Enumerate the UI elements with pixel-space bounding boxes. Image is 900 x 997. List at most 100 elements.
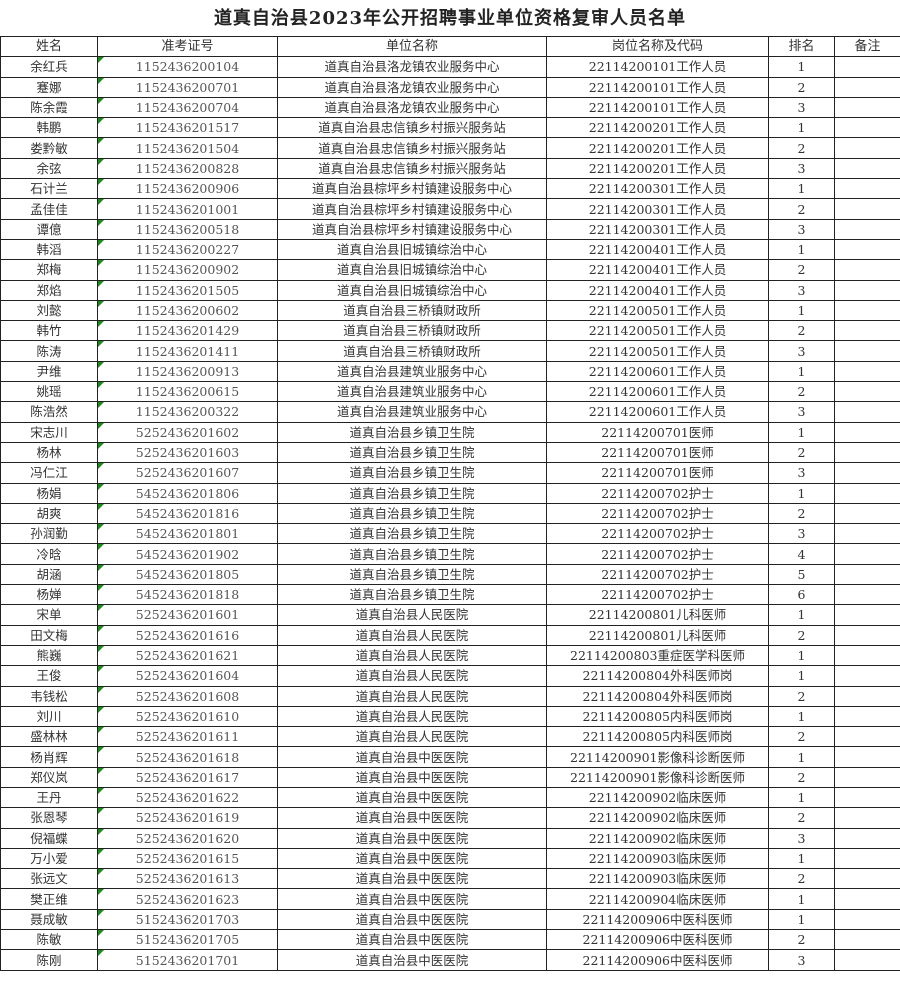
cell-unit: 道真自治县人民医院 [277, 624, 547, 646]
cell-remark [834, 117, 900, 139]
cell-rank: 2 [768, 766, 835, 788]
table-row: 韩鹏 1152436201517 道真自治县忠信镇乡村振兴服务站 2211420020… [0, 117, 900, 139]
cell-name: 杨娟 [0, 482, 98, 504]
cell-position: 22114200701医师 [546, 441, 769, 464]
cell-exam-id: 1152436200913 [97, 360, 278, 383]
cell-exam-id: 1152436200602 [97, 299, 278, 322]
table-row: 刘川 5252436201610 道真自治县人民医院 22114200805内科医师岗… [0, 705, 900, 728]
cell-name: 孙润勤 [0, 523, 98, 545]
cell-name: 胡涵 [0, 563, 98, 586]
cell-name: 刘懿 [0, 299, 98, 322]
cell-position: 22114200401工作人员 [546, 279, 769, 301]
cell-position: 22114200301工作人员 [546, 218, 769, 240]
cell-exam-id: 5452436201806 [97, 482, 278, 504]
cell-rank: 3 [768, 949, 835, 971]
table-row: 陈刚 5152436201701 道真自治县中医医院 22114200906中医科医师… [0, 949, 900, 971]
cell-rank: 1 [768, 299, 835, 322]
cell-name: 韩鹏 [0, 117, 98, 139]
cell-rank: 3 [768, 218, 835, 240]
cell-rank: 1 [768, 705, 835, 728]
cell-exam-id: 1152436201001 [97, 198, 278, 220]
cell-name: 郑仪岚 [0, 766, 98, 788]
cell-position: 22114200804外科医师岗 [546, 665, 769, 687]
cell-rank: 3 [768, 279, 835, 301]
cell-rank: 1 [768, 604, 835, 626]
cell-exam-id: 5452436201805 [97, 563, 278, 586]
cell-name: 余红兵 [0, 56, 98, 78]
cell-position: 22114200201工作人员 [546, 117, 769, 139]
table-row: 宋志川 5252436201602 道真自治县乡镇卫生院 22114200701医师 1 [0, 421, 900, 443]
cell-name: 孟佳佳 [0, 198, 98, 220]
cell-position: 22114200501工作人员 [546, 299, 769, 322]
cell-unit: 道真自治县人民医院 [277, 604, 547, 626]
cell-remark [834, 624, 900, 646]
cell-exam-id: 5252436201618 [97, 746, 278, 768]
cell-exam-id: 5252436201608 [97, 685, 278, 707]
cell-position: 22114200101工作人员 [546, 76, 769, 98]
cell-remark [834, 584, 900, 606]
cell-position: 22114200101工作人员 [546, 56, 769, 78]
cell-unit: 道真自治县中医医院 [277, 786, 547, 809]
cell-name: 郑梅 [0, 259, 98, 281]
cell-remark [834, 705, 900, 728]
cell-position: 22114200702护士 [546, 543, 769, 565]
table-row: 韩竹 1152436201429 道真自治县三桥镇财政所 22114200501工作人… [0, 320, 900, 342]
table-row: 韦钱松 5252436201608 道真自治县人民医院 22114200804外科医师… [0, 685, 900, 707]
cell-unit: 道真自治县人民医院 [277, 685, 547, 707]
cell-position: 22114200904临床医师 [546, 888, 769, 910]
table-row: 杨娟 5452436201806 道真自治县乡镇卫生院 22114200702护士 1 [0, 482, 900, 504]
cell-position: 22114200702护士 [546, 563, 769, 586]
cell-unit: 道真自治县乡镇卫生院 [277, 523, 547, 545]
cell-exam-id: 1152436200828 [97, 157, 278, 180]
cell-exam-id: 1152436200227 [97, 238, 278, 261]
cell-name: 樊正维 [0, 888, 98, 910]
cell-unit: 道真自治县人民医院 [277, 726, 547, 748]
cell-position: 22114200902临床医师 [546, 786, 769, 809]
cell-rank: 2 [768, 381, 835, 403]
cell-exam-id: 5252436201619 [97, 807, 278, 829]
cell-exam-id: 1152436201505 [97, 279, 278, 301]
cell-exam-id: 5252436201601 [97, 604, 278, 626]
cell-unit: 道真自治县忠信镇乡村振兴服务站 [277, 137, 547, 159]
cell-name: 娄黔敏 [0, 137, 98, 159]
cell-position: 22114200501工作人员 [546, 320, 769, 342]
table-row: 冷晗 5452436201902 道真自治县乡镇卫生院 22114200702护士 4 [0, 543, 900, 565]
table-row: 郑仪岚 5252436201617 道真自治县中医医院 22114200901影像科诊… [0, 766, 900, 788]
cell-rank: 3 [768, 462, 835, 484]
table-row: 陈浩然 1152436200322 道真自治县建筑业服务中心 22114200601工… [0, 401, 900, 423]
cell-name: 陈浩然 [0, 401, 98, 423]
table-row: 谭億 1152436200518 道真自治县棕坪乡村镇建设服务中心 221142003… [0, 218, 900, 240]
cell-remark [834, 482, 900, 504]
cell-rank: 1 [768, 482, 835, 504]
cell-unit: 道真自治县中医医院 [277, 827, 547, 849]
cell-remark [834, 198, 900, 220]
cell-unit: 道真自治县洛龙镇农业服务中心 [277, 56, 547, 78]
cell-unit: 道真自治县棕坪乡村镇建设服务中心 [277, 218, 547, 240]
cell-rank: 2 [768, 685, 835, 707]
cell-remark [834, 56, 900, 78]
cell-exam-id: 1152436201517 [97, 117, 278, 139]
cell-remark [834, 218, 900, 240]
cell-unit: 道真自治县人民医院 [277, 705, 547, 728]
cell-remark [834, 685, 900, 707]
table-row: 熊巍 5252436201621 道真自治县人民医院 22114200803重症医学科… [0, 644, 900, 667]
table-row: 陈涛 1152436201411 道真自治县三桥镇财政所 22114200501工作人… [0, 340, 900, 362]
cell-name: 胡爽 [0, 502, 98, 525]
cell-rank: 1 [768, 644, 835, 667]
cell-remark [834, 441, 900, 464]
cell-position: 22114200401工作人员 [546, 238, 769, 261]
cell-position: 22114200601工作人员 [546, 401, 769, 423]
cell-name: 陈敏 [0, 929, 98, 951]
cell-exam-id: 5252436201615 [97, 847, 278, 870]
cell-rank: 1 [768, 178, 835, 200]
cell-unit: 道真自治县洛龙镇农业服务中心 [277, 96, 547, 119]
cell-remark [834, 76, 900, 98]
cell-rank: 1 [768, 847, 835, 870]
cell-unit: 道真自治县中医医院 [277, 949, 547, 971]
cell-remark [834, 868, 900, 890]
cell-remark [834, 929, 900, 951]
cell-exam-id: 1152436201504 [97, 137, 278, 159]
cell-remark [834, 847, 900, 870]
cell-rank: 1 [768, 56, 835, 78]
cell-rank: 1 [768, 421, 835, 443]
